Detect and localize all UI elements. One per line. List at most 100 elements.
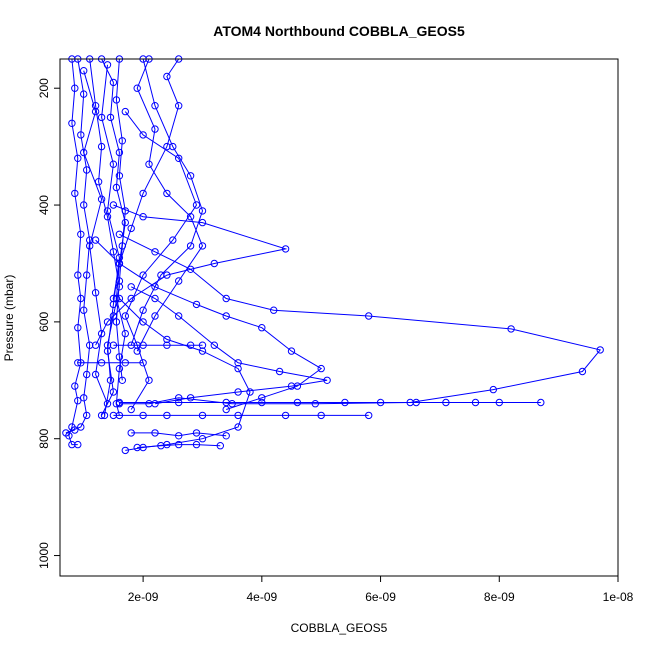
data-point [163,341,171,349]
data-point [139,359,147,367]
data-point [133,84,141,92]
data-point [127,429,135,437]
data-point [121,107,130,116]
data-point [234,388,242,396]
data-point [222,398,230,407]
data-point [175,440,183,449]
data-point [293,398,302,407]
data-point [74,271,82,279]
data-point [234,423,242,431]
data-point [112,183,121,192]
data-point [258,394,266,402]
x-tick-label: 2e-09 [128,590,159,604]
x-axis-label: COBBLA_GEOS5 [291,621,388,635]
data-point [103,400,112,408]
data-point [118,137,127,145]
series-12 [115,294,254,455]
series-line [119,233,602,405]
plot-frame [59,58,619,577]
data-point [192,440,201,449]
data-point [74,397,82,405]
data-point [317,364,325,373]
data-point [222,432,230,440]
x-tick-label: 8e-09 [484,590,515,604]
data-point [91,107,100,116]
data-point [489,385,497,394]
data-point [62,429,70,437]
data-point [287,382,296,390]
series-14 [74,359,147,367]
data-point [118,376,127,384]
data-point [127,224,135,233]
data-point [157,442,165,450]
y-tick-label: 200 [37,78,51,98]
data-point [109,201,118,209]
data-point [323,376,331,384]
series-19 [80,67,112,408]
data-point [127,283,135,291]
x-tick-label: 1e-08 [603,590,634,604]
series-11 [127,283,331,408]
data-point [471,398,480,407]
data-point [317,411,325,420]
series-9 [115,230,604,408]
series-line [95,204,288,346]
series-line [112,58,180,299]
data-point [80,201,88,209]
data-point [163,142,171,151]
data-point [151,125,159,133]
data-point [77,131,85,139]
data-point [115,294,124,303]
data-point [80,67,88,75]
data-point [287,347,296,355]
data-point [198,435,207,443]
data-point [77,230,85,239]
data-point [80,148,88,157]
data-point [151,294,159,303]
data-point [115,148,124,157]
data-point [121,446,130,455]
data-point [163,271,171,279]
series-line [95,239,323,410]
data-point [163,335,171,344]
data-point [139,306,147,314]
data-point [71,84,79,92]
data-point [83,370,91,379]
data-point [74,359,82,367]
data-point [91,102,100,110]
y-tick-label: 1000 [37,542,51,569]
data-point [97,359,106,367]
data-point [115,172,124,180]
series-18 [133,440,225,452]
data-point [186,265,195,273]
data-point [139,131,147,139]
data-point [74,440,82,449]
series-line [83,70,108,404]
data-point [186,341,195,349]
series-13 [109,341,207,349]
data-point [86,242,94,250]
data-point [109,341,118,349]
data-point [139,271,147,279]
data-point [115,253,124,262]
data-point [258,324,266,332]
series-0 [65,55,85,449]
data-point [71,426,79,434]
data-point [198,347,207,355]
series-line [68,58,82,446]
data-point [133,347,141,355]
data-point [80,394,88,402]
series-5 [127,55,207,349]
data-point [537,398,545,407]
data-point [121,312,130,320]
data-point [210,341,219,349]
data-point [100,411,109,420]
data-point [175,154,183,163]
data-point [83,411,91,420]
data-point [91,236,100,244]
data-point [80,306,88,314]
series-line [131,432,227,437]
data-point [186,394,195,402]
series-line [130,58,204,346]
data-point [365,312,373,320]
